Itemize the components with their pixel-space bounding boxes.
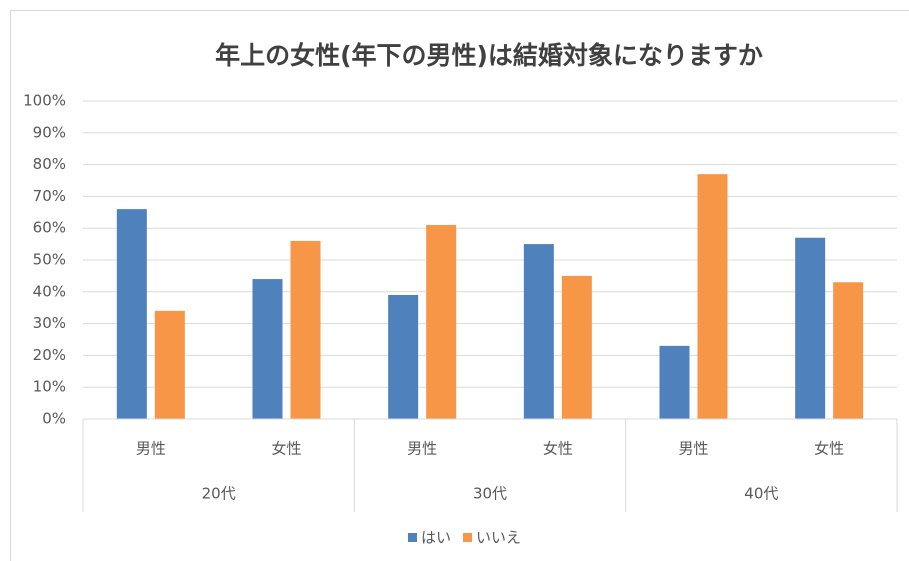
legend-swatch	[408, 533, 417, 542]
bar	[290, 240, 321, 419]
legend-label: はい	[421, 529, 451, 547]
y-tick-label: 80%	[33, 155, 66, 173]
chart-title: 年上の女性(年下の男性)は結婚対象になりますか	[215, 41, 763, 70]
bar	[795, 237, 826, 419]
y-tick-label: 100%	[23, 92, 66, 110]
x-tick-label: 女性	[271, 440, 301, 458]
bar	[659, 345, 690, 419]
x-tick-label: 男性	[407, 440, 437, 458]
bar	[833, 282, 864, 419]
legend-label: いいえ	[476, 529, 521, 547]
legend-swatch	[463, 533, 473, 542]
bar	[252, 279, 283, 419]
x-tick-label: 男性	[678, 440, 708, 458]
y-tick-label: 60%	[33, 219, 66, 237]
x-tick-label: 女性	[814, 440, 844, 458]
bar	[523, 244, 554, 419]
y-tick-label: 20%	[33, 346, 66, 364]
bar	[561, 275, 592, 419]
y-tick-label: 40%	[33, 282, 66, 300]
bar	[154, 310, 185, 419]
x-group-label: 20代	[202, 485, 236, 503]
x-group-label: 30代	[473, 485, 507, 503]
y-tick-label: 0%	[42, 410, 66, 428]
bar	[388, 294, 419, 419]
chart-frame	[10, 10, 909, 561]
y-tick-label: 90%	[33, 123, 66, 141]
x-group-label: 40代	[744, 485, 778, 503]
bar	[116, 209, 147, 419]
y-tick-label: 30%	[33, 314, 66, 332]
x-tick-label: 女性	[543, 440, 573, 458]
y-tick-label: 70%	[33, 187, 66, 205]
bar	[697, 174, 728, 419]
bar	[426, 225, 457, 419]
y-tick-label: 50%	[33, 251, 66, 269]
x-tick-label: 男性	[136, 440, 166, 458]
y-tick-label: 10%	[33, 378, 66, 396]
